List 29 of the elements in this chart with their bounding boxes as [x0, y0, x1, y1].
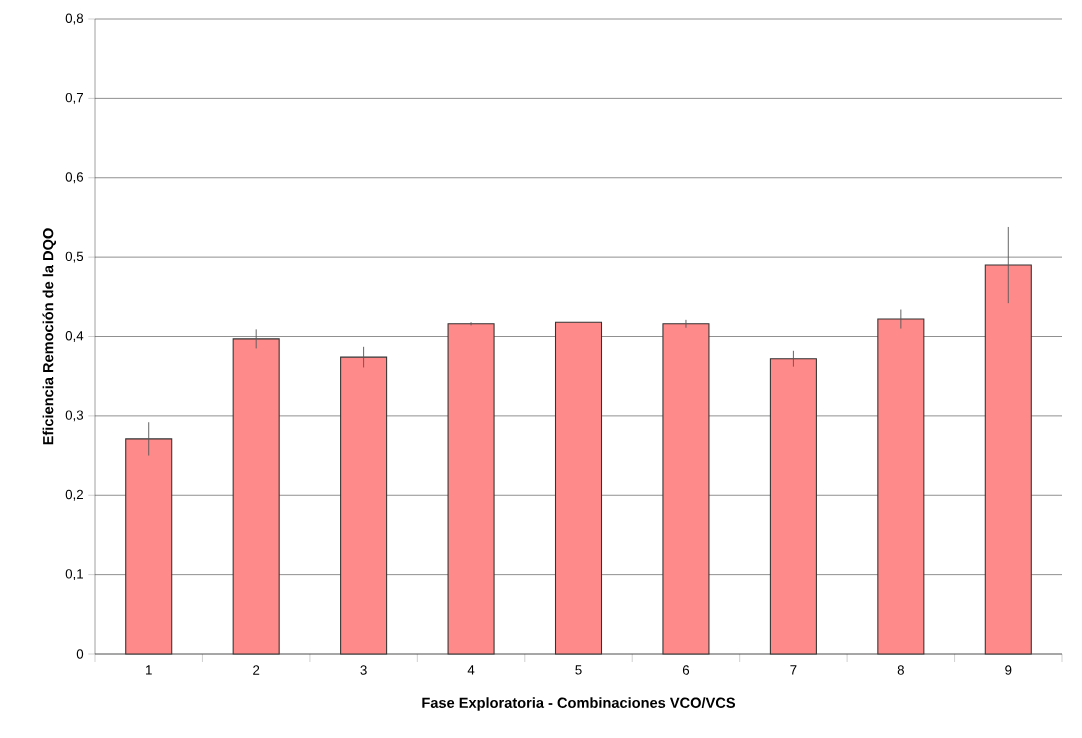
x-tick-label: 9	[1005, 665, 1012, 675]
y-tick-label: 0,4	[65, 331, 84, 342]
bar	[554, 321, 603, 655]
bar	[662, 323, 710, 655]
bar	[447, 323, 495, 655]
y-axis-title: Eficiencia Remoción de la DQO	[42, 228, 57, 445]
x-axis-title: Fase Exploratoria - Combinaciones VCO/VCS	[422, 697, 736, 711]
y-tick-label: 0,2	[65, 489, 83, 501]
x-tick-label: 1	[146, 665, 152, 675]
y-tick-label: 0,7	[65, 92, 83, 104]
bar	[769, 358, 817, 655]
bar	[340, 356, 388, 655]
x-tick-label: 2	[253, 665, 260, 675]
x-tick-label: 3	[360, 665, 367, 675]
x-tick-label: 4	[467, 665, 475, 675]
y-tick-label: 0,3	[65, 410, 84, 422]
y-tick-label: 0,8	[65, 13, 84, 25]
y-tick-label: 0,6	[65, 172, 84, 184]
y-tick-label: 0	[76, 649, 84, 659]
bar	[877, 318, 925, 655]
x-tick-label: 7	[790, 665, 797, 675]
y-tick-label: 0,5	[65, 251, 84, 263]
y-tick-label: 0,1	[65, 569, 83, 581]
x-tick-label: 8	[897, 665, 904, 675]
bar	[232, 338, 280, 655]
bar	[984, 264, 1032, 655]
x-tick-label: 6	[682, 665, 690, 675]
bar	[125, 438, 173, 655]
x-tick-label: 5	[575, 665, 582, 675]
